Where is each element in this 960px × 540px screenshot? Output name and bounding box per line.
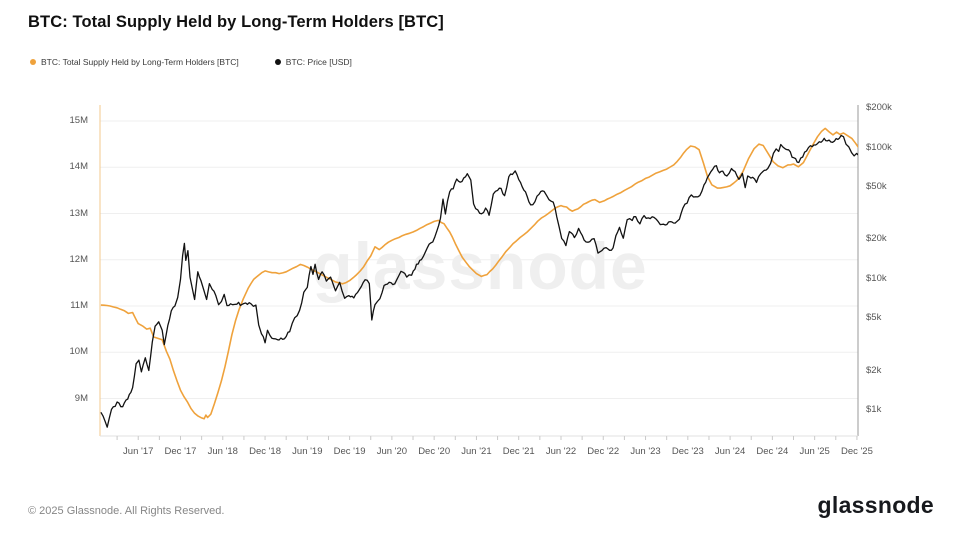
x-tick-label: Jun '20 — [376, 446, 408, 457]
x-tick-label: Jun '23 — [630, 446, 661, 457]
legend-item-lth-supply[interactable]: BTC: Total Supply Held by Long-Term Hold… — [30, 57, 239, 67]
y-right-tick-label: $2k — [866, 364, 882, 376]
y-left-tick-label: 9M — [74, 392, 88, 404]
legend-label: BTC: Price [USD] — [285, 57, 352, 67]
x-tick-label: Dec '25 — [840, 446, 873, 457]
x-tick-label: Dec '17 — [164, 446, 197, 457]
page-title: BTC: Total Supply Held by Long-Term Hold… — [28, 13, 444, 31]
x-tick-label: Dec '20 — [418, 446, 451, 457]
y-left-tick-label: 10M — [69, 346, 88, 358]
x-tick-label: Jun '24 — [714, 446, 746, 457]
y-left-tick-label: 12M — [69, 253, 88, 265]
x-tick-label: Dec '23 — [671, 446, 704, 457]
y-left-tick-label: 13M — [69, 207, 88, 219]
x-tick-label: Jun '17 — [123, 446, 154, 457]
x-tick-label: Jun '22 — [545, 446, 577, 457]
y-left-tick-label: 11M — [70, 300, 88, 311]
glassnode-logo: glassnode — [817, 492, 934, 518]
legend-label: BTC: Total Supply Held by Long-Term Hold… — [41, 57, 239, 67]
lth-supply-line — [100, 127, 858, 420]
x-tick-label: Dec '19 — [333, 446, 366, 457]
y-right-tick-label: $100k — [866, 141, 892, 153]
x-tick-label: Jun '18 — [207, 446, 238, 457]
y-right-tick-label: $200k — [866, 102, 892, 114]
y-left-tick-label: 15M — [69, 115, 88, 126]
legend-dot-icon — [30, 59, 36, 65]
btc-price-line — [100, 134, 858, 428]
copyright-text: © 2025 Glassnode. All Rights Reserved. — [28, 505, 225, 517]
legend-dot-icon — [274, 59, 281, 65]
y-right-tick-label: $50k — [866, 181, 887, 193]
x-tick-label: Dec '21 — [502, 446, 535, 457]
x-tick-label: Dec '18 — [249, 446, 281, 457]
y-right-tick-label: $10k — [866, 272, 887, 284]
x-tick-label: Dec '24 — [756, 446, 789, 457]
x-tick-label: Jun '21 — [461, 446, 492, 457]
y-right-tick-label: $20k — [866, 233, 887, 245]
x-tick-label: Jun '25 — [799, 446, 830, 457]
y-left-tick-label: 14M — [69, 161, 88, 173]
y-right-tick-label: $1k — [866, 404, 882, 415]
x-tick-label: Dec '22 — [587, 446, 620, 457]
x-tick-label: Jun '19 — [292, 446, 323, 457]
y-right-tick-label: $5k — [866, 312, 882, 324]
legend-item-btc-price[interactable]: BTC: Price [USD] — [274, 57, 352, 67]
chart-legend: BTC: Total Supply Held by Long-Term Hold… — [30, 57, 352, 67]
